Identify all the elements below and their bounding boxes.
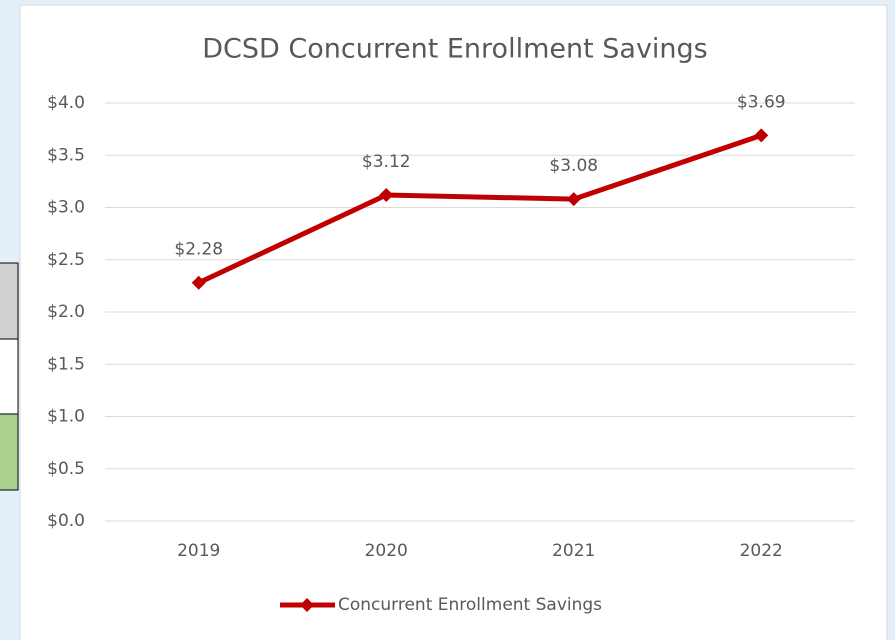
y-tick-label: $2.5	[47, 250, 85, 270]
chart-area	[19, 4, 888, 640]
cell	[0, 338, 19, 415]
y-tick-label: $3.0	[47, 198, 85, 218]
chart-title: DCSD Concurrent Enrollment Savings	[202, 34, 708, 65]
y-tick-label: $1.5	[47, 354, 85, 374]
y-tick-label: $0.0	[47, 511, 85, 531]
marker	[191, 275, 206, 290]
series-line	[197, 133, 763, 286]
x-tick-label: 2020	[365, 541, 408, 561]
legend-marker	[300, 598, 314, 612]
cell	[0, 262, 19, 340]
data-label: $2.28	[174, 240, 223, 260]
cell	[0, 413, 19, 491]
y-tick-label: $4.0	[47, 93, 85, 113]
y-tick-label: $1.0	[47, 407, 85, 427]
y-tick-label: $2.0	[47, 302, 85, 322]
x-tick-label: 2021	[552, 541, 595, 561]
marker	[754, 128, 769, 143]
data-label: $3.69	[737, 92, 786, 112]
marker	[566, 192, 581, 207]
x-tick-label: 2019	[177, 541, 220, 561]
data-label: $3.08	[549, 156, 598, 176]
legend-label: Concurrent Enrollment Savings	[338, 595, 602, 615]
x-tick-label: 2022	[740, 541, 783, 561]
y-tick-label: $0.5	[47, 459, 85, 479]
marker	[379, 187, 394, 202]
y-tick-label: $3.5	[47, 145, 85, 165]
data-label: $3.12	[362, 152, 411, 172]
